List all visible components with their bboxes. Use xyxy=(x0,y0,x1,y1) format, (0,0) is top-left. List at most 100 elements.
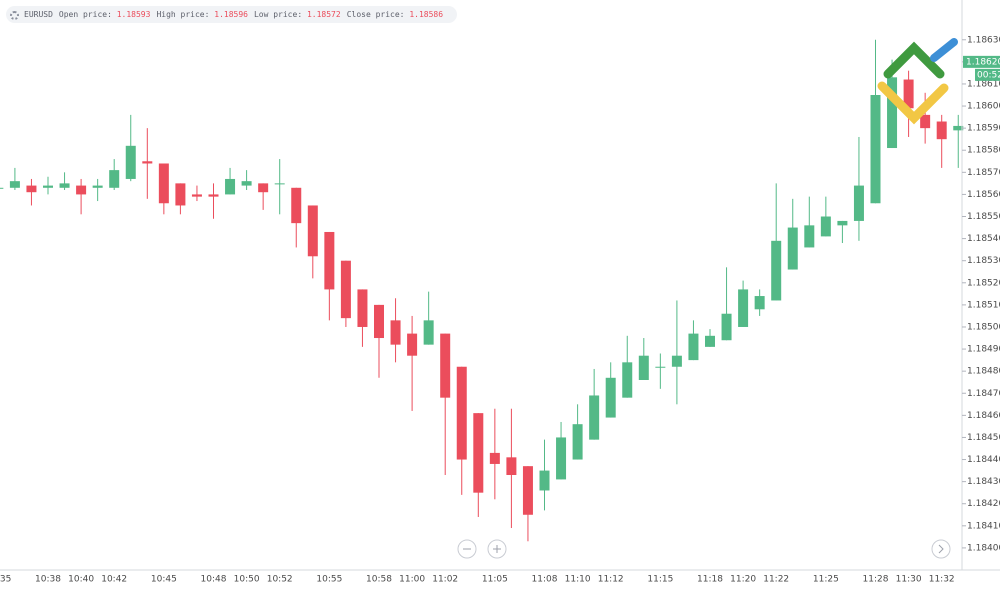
candle-body xyxy=(390,320,401,345)
candle-body xyxy=(291,187,302,224)
y-tick-label: 1.18540 xyxy=(967,234,1000,244)
y-tick-label: 1.18470 xyxy=(967,389,1000,399)
y-tick-label: 1.18460 xyxy=(967,411,1000,421)
countdown: 00:52 xyxy=(977,70,1000,80)
legend-label: Open price: xyxy=(58,10,112,19)
y-tick-label: 1.18530 xyxy=(967,256,1000,266)
candle-body xyxy=(76,185,87,195)
zoom-out-button[interactable] xyxy=(457,539,477,559)
x-tick-label: 11:00 xyxy=(399,575,425,585)
x-tick-label: 10:58 xyxy=(366,575,392,585)
candle-body xyxy=(738,289,749,327)
candle-body xyxy=(721,313,732,341)
candle-body xyxy=(804,225,815,248)
legend-value: 1.18596 xyxy=(214,10,248,19)
candle-body xyxy=(307,205,318,257)
symbol: EURUSD xyxy=(24,10,53,19)
y-tick-label: 1.18410 xyxy=(967,521,1000,531)
y-tick-label: 1.18500 xyxy=(967,322,1000,332)
x-tick-label: 11:30 xyxy=(896,575,922,585)
x-tick-label: 10:38 xyxy=(35,575,61,585)
y-tick-label: 1.18550 xyxy=(967,212,1000,222)
x-tick-label: 11:15 xyxy=(647,575,673,585)
legend-value: 1.18586 xyxy=(409,10,444,19)
candle-body xyxy=(274,183,285,185)
candle-body xyxy=(671,355,682,367)
legend-label: Close price: xyxy=(346,10,405,19)
x-tick-label: 11:28 xyxy=(863,575,889,585)
candle-body xyxy=(374,304,384,339)
scroll-right-button[interactable] xyxy=(931,539,951,559)
legend-value: 1.18593 xyxy=(116,10,151,19)
candle-body xyxy=(705,335,715,347)
candle-body xyxy=(407,333,418,356)
y-tick-label: 1.18440 xyxy=(967,455,1000,465)
y-tick-label: 1.18610 xyxy=(967,79,1000,89)
y-tick-label: 1.18580 xyxy=(967,146,1000,156)
candle-body xyxy=(754,296,765,310)
x-tick-label: 10:52 xyxy=(267,575,293,585)
candle-body xyxy=(522,466,533,515)
candle-body xyxy=(870,95,881,204)
x-tick-label: 10:35 xyxy=(0,575,11,585)
candle-body xyxy=(953,125,964,131)
candle-body xyxy=(638,355,649,380)
y-tick-label: 1.18490 xyxy=(967,345,1000,355)
candle-body xyxy=(589,395,600,440)
candle-body xyxy=(539,470,550,491)
candle-body xyxy=(440,333,451,398)
candle-body xyxy=(506,457,517,475)
x-tick-label: 10:42 xyxy=(101,575,127,585)
candle-body xyxy=(903,79,914,109)
x-tick-label: 10:48 xyxy=(201,575,227,585)
candle-body xyxy=(59,183,70,188)
x-tick-label: 11:10 xyxy=(565,575,591,585)
candle-body xyxy=(622,362,633,398)
candle-body xyxy=(9,181,20,188)
x-tick-label: 10:50 xyxy=(234,575,260,585)
x-tick-label: 10:45 xyxy=(151,575,177,585)
candle-body xyxy=(837,220,848,226)
y-tick-label: 1.18560 xyxy=(967,190,1000,200)
candle-body xyxy=(92,185,103,188)
candle-body xyxy=(324,231,335,290)
candle-body xyxy=(556,437,567,480)
y-tick-label: 1.18590 xyxy=(967,124,1000,134)
y-tick-label: 1.18570 xyxy=(967,168,1000,178)
y-tick-label: 1.18400 xyxy=(967,543,1000,553)
candle-body xyxy=(225,178,236,195)
candle-body xyxy=(572,424,583,460)
last-price-label: 1.18620 xyxy=(966,57,1000,67)
y-tick-label: 1.18630 xyxy=(967,35,1000,45)
candle-body xyxy=(473,413,484,493)
candle-body xyxy=(605,377,616,418)
zoom-in-button[interactable] xyxy=(487,539,507,559)
legend-label: Low price: xyxy=(253,10,303,19)
candle-body xyxy=(175,183,186,206)
candle-body xyxy=(688,333,699,361)
candle-body xyxy=(853,185,864,221)
candle-body xyxy=(191,194,202,197)
logo xyxy=(877,38,958,125)
y-tick-label: 1.18420 xyxy=(967,499,1000,509)
candle-body xyxy=(920,114,931,129)
candle-body xyxy=(787,227,798,270)
y-tick-label: 1.18430 xyxy=(967,477,1000,487)
candle-body xyxy=(208,194,219,197)
candle-body xyxy=(936,121,947,140)
ohlc-legend: EURUSD Open price: 1.18593 High price: 1.1… xyxy=(6,6,458,23)
y-tick-label: 1.18520 xyxy=(967,278,1000,288)
settings-icon[interactable] xyxy=(10,11,19,20)
x-tick-label: 11:08 xyxy=(532,575,558,585)
y-tick-label: 1.18600 xyxy=(967,102,1000,112)
candle-body xyxy=(125,145,136,179)
candle-body xyxy=(142,161,153,164)
x-tick-label: 11:05 xyxy=(482,575,508,585)
candle-body xyxy=(655,366,666,368)
candle-body xyxy=(109,170,120,188)
legend-label: High price: xyxy=(156,10,210,19)
candle-body xyxy=(456,366,467,460)
x-tick-label: 11:25 xyxy=(813,575,839,585)
candle-body xyxy=(771,240,782,301)
plot xyxy=(0,39,964,542)
